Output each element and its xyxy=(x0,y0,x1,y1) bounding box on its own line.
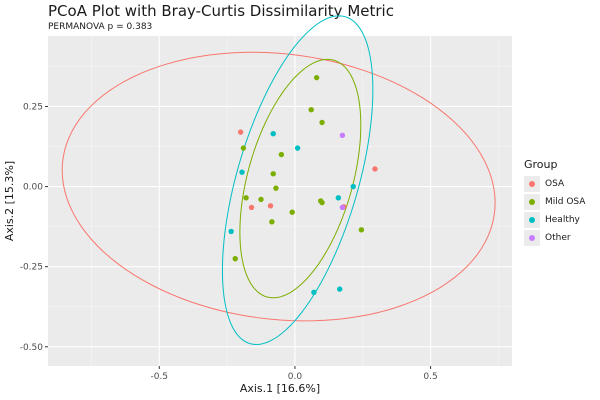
legend-label-other: Other xyxy=(545,233,571,243)
point-mild-osa xyxy=(319,119,325,126)
point-mild-osa xyxy=(270,171,276,177)
legend-items: OSA Mild OSA Healthy Other xyxy=(524,175,585,247)
point-healthy xyxy=(350,183,356,190)
ellipse-healthy xyxy=(221,15,374,346)
point-mild-osa xyxy=(232,255,238,262)
point-healthy xyxy=(294,145,301,151)
legend: Group OSA Mild OSA Healthy Other xyxy=(524,158,585,247)
point-mild-osa xyxy=(278,151,285,158)
legend-title: Group xyxy=(524,158,558,171)
data-points xyxy=(228,74,378,296)
chart-subtitle: PERMANOVA p = 0.383 xyxy=(48,22,153,32)
y-tick-label: -0.50 xyxy=(20,343,44,353)
point-mild-osa xyxy=(240,145,247,151)
y-tick-label: -0.25 xyxy=(20,263,43,273)
legend-item-healthy: Healthy xyxy=(524,211,585,229)
point-osa xyxy=(248,204,255,211)
y-tick-label: 0.00 xyxy=(23,183,43,193)
legend-marker-healthy xyxy=(529,217,535,223)
point-healthy xyxy=(239,169,245,175)
legend-key-mild-osa xyxy=(524,194,540,210)
point-other xyxy=(339,204,346,211)
point-healthy xyxy=(311,289,317,296)
point-mild-osa xyxy=(289,209,295,215)
legend-item-mild-osa: Mild OSA xyxy=(524,193,585,211)
ellipse-osa xyxy=(61,51,496,322)
point-mild-osa xyxy=(273,185,279,191)
point-osa xyxy=(267,203,274,209)
point-mild-osa xyxy=(319,199,325,206)
legend-item-other: Other xyxy=(524,229,585,247)
chart-title: PCoA Plot with Bray-Curtis Dissimilarity… xyxy=(48,2,394,20)
point-healthy xyxy=(270,131,276,137)
legend-marker-mild-osa xyxy=(529,199,535,205)
point-osa xyxy=(372,166,378,172)
point-healthy xyxy=(228,228,234,235)
point-mild-osa xyxy=(258,196,264,203)
plot-panel xyxy=(48,36,512,366)
legend-marker-other xyxy=(529,235,535,241)
legend-label-healthy: Healthy xyxy=(545,215,580,225)
point-mild-osa xyxy=(308,106,314,113)
legend-label-mild-osa: Mild OSA xyxy=(545,197,586,207)
legend-label-osa: OSA xyxy=(545,179,565,189)
y-axis-title: Axis.2 [15.3%] xyxy=(3,161,16,241)
x-tick-label: -0.5 xyxy=(150,372,168,382)
point-osa xyxy=(237,129,244,135)
axis-ticks: -0.5 0.0 0.5 -0.50 -0.25 0.00 0.25 xyxy=(20,102,438,382)
minor-gridlines xyxy=(48,36,512,366)
legend-marker-osa xyxy=(529,181,535,187)
point-mild-osa xyxy=(358,227,365,233)
point-other xyxy=(339,132,346,139)
group-ellipses xyxy=(61,15,496,346)
ellipse-mild-osa xyxy=(239,58,362,299)
legend-key-other xyxy=(524,230,540,246)
legend-item-osa: OSA xyxy=(524,175,585,193)
point-mild-osa xyxy=(243,195,249,201)
major-gridlines xyxy=(48,36,512,366)
legend-key-osa xyxy=(524,176,540,192)
point-mild-osa xyxy=(269,219,275,225)
x-tick-label: 0.0 xyxy=(288,372,303,382)
x-axis-title: Axis.1 [16.6%] xyxy=(240,382,320,395)
point-healthy xyxy=(336,286,343,292)
y-tick-label: 0.25 xyxy=(23,102,43,112)
point-healthy xyxy=(335,195,342,201)
legend-key-healthy xyxy=(524,212,540,228)
point-mild-osa xyxy=(313,74,320,81)
x-tick-label: 0.5 xyxy=(423,372,437,382)
